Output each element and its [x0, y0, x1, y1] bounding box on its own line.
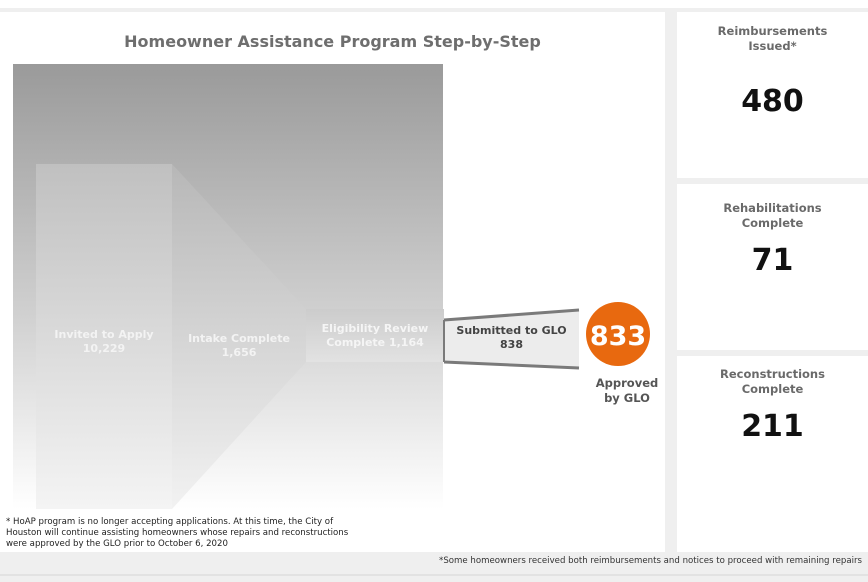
kpi-reimbursements-label-line2: Issued*: [748, 39, 797, 53]
kpi-rehabilitations-label: Rehabilitations Complete: [677, 184, 868, 231]
kpi-reconstructions-value: 211: [741, 409, 804, 444]
stage-invited-name: Invited to Apply: [54, 328, 154, 341]
stage-label-submitted: Submitted to GLO 838: [444, 324, 579, 352]
kpi-card-reconstructions: Reconstructions Complete 211: [677, 356, 868, 552]
approved-label: Approved by GLO: [587, 376, 667, 406]
kpi-card-rehabilitations: Rehabilitations Complete 71: [677, 184, 868, 350]
funnel-stage-invited: [36, 164, 172, 509]
kpi-rehabilitations-label-line2: Complete: [741, 216, 804, 230]
kpi-card-reimbursements: Reimbursements Issued* 480: [677, 12, 868, 178]
program-footnote: * HoAP program is no longer accepting ap…: [6, 517, 436, 550]
approved-label-line1: Approved: [595, 376, 659, 390]
kpi-reimbursements-label: Reimbursements Issued*: [677, 12, 868, 54]
footnote-line2: Houston will continue assisting homeowne…: [6, 528, 349, 538]
kpi-reconstructions-label: Reconstructions Complete: [677, 356, 868, 397]
stage-submitted-name: Submitted to GLO: [456, 324, 567, 337]
kpi-reimbursements-label-line1: Reimbursements: [717, 24, 828, 38]
kpi-reconstructions-label-line2: Complete: [741, 382, 804, 396]
footnote-line3: were approved by the GLO prior to Octobe…: [6, 539, 228, 549]
chart-title: Homeowner Assistance Program Step-by-Ste…: [124, 32, 541, 51]
funnel-submitted-bottom-edge: [443, 360, 580, 370]
funnel-stage-eligibility: [306, 309, 444, 362]
bottom-footnote: *Some homeowners received both reimburse…: [439, 556, 862, 566]
funnel-panel: Homeowner Assistance Program Step-by-Ste…: [0, 12, 665, 552]
funnel-chart: 833: [13, 64, 650, 509]
kpi-rehabilitations-value: 71: [751, 243, 794, 278]
kpi-rehabilitations-label-line1: Rehabilitations: [723, 201, 822, 215]
top-strip: [0, 0, 868, 8]
stage-label-invited: Invited to Apply 10,229: [36, 328, 172, 356]
stage-eligibility-name: Eligibility Review: [321, 322, 429, 335]
kpi-reimbursements-value: 480: [741, 84, 804, 119]
stage-submitted-value: 838: [500, 338, 523, 351]
approved-label-line2: by GLO: [604, 391, 650, 405]
stage-label-eligibility: Eligibility Review Complete 1,164: [306, 322, 444, 350]
stage-eligibility-value: Complete 1,164: [326, 336, 424, 349]
funnel-stage-intake: [172, 164, 306, 509]
stage-intake-name: Intake Complete: [188, 332, 290, 345]
funnel-submitted-top-edge: [443, 308, 580, 322]
kpi-reconstructions-label-line1: Reconstructions: [720, 367, 825, 381]
stage-label-intake: Intake Complete 1,656: [172, 332, 306, 360]
funnel-stage-submitted: [444, 310, 579, 368]
approved-circle: [586, 302, 650, 366]
bottom-divider: [0, 574, 868, 576]
footnote-line1: * HoAP program is no longer accepting ap…: [6, 517, 334, 527]
stage-invited-value: 10,229: [82, 342, 126, 355]
approved-value: 833: [590, 321, 646, 352]
stage-intake-value: 1,656: [221, 346, 257, 359]
